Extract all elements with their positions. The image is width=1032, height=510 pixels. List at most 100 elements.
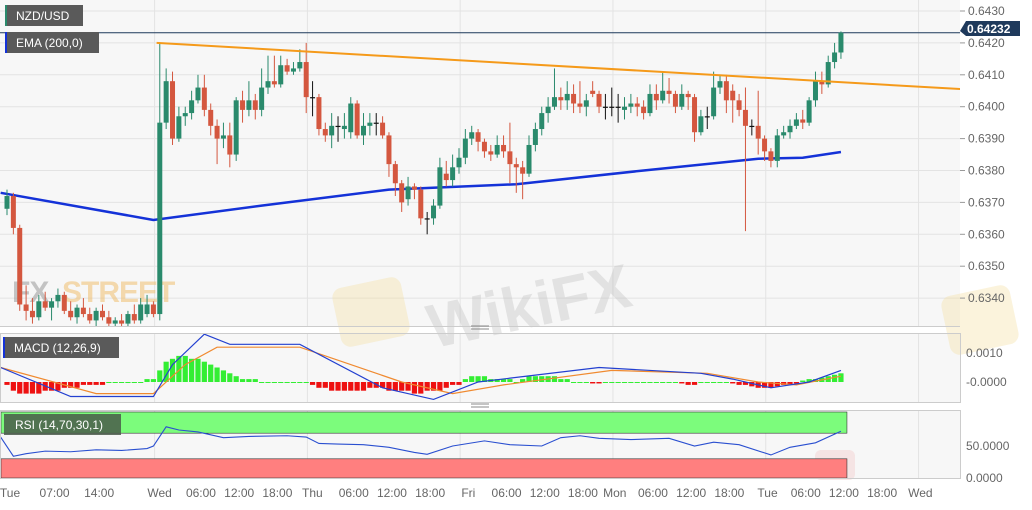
candle-body [310,97,316,99]
candle-body [558,97,564,101]
candle [641,100,647,120]
macd-histogram-bar [685,382,691,385]
x-tick-label: Thu [302,486,323,500]
candle [405,176,411,206]
candle [208,103,214,136]
symbol-label[interactable]: NZD/USD [5,5,83,26]
macd-label-text: MACD (12,26,9) [14,341,101,355]
candle [628,93,634,114]
candle [316,93,322,136]
candle [170,71,176,145]
candle-body [278,65,284,85]
candle [68,301,74,321]
macd-histogram-bar [125,382,131,383]
candle [768,148,774,168]
macd-histogram-bar [271,382,277,383]
macd-histogram-bar [513,382,519,383]
macd-histogram-bar [430,382,437,391]
macd-y-tick-label: -0.0000 [966,375,1007,389]
macd-histogram-bar [609,382,615,383]
candle-body [214,125,220,139]
candle [55,288,61,308]
candle [360,113,366,145]
current-price-text: 0.64232 [967,22,1011,36]
macd-histogram-bar [761,382,768,388]
candle-body [106,317,112,324]
rsi-label-text: RSI (14,70,30,1) [15,418,103,432]
macd-histogram-bar [742,382,749,385]
candle [373,113,379,136]
candle-body [475,132,481,142]
macd-histogram-bar [793,382,799,384]
candle-body [456,157,462,168]
macd-histogram-bar [176,355,182,382]
rsi-panel-border [0,410,961,479]
candle-body [481,141,487,152]
candle-body [596,93,602,107]
rsi-oversold-zone [0,458,848,479]
candle-body [163,81,169,123]
candle-body [227,135,233,155]
candle-body [112,320,118,324]
candle [711,71,717,120]
macd-histogram-bar [87,382,93,385]
macd-histogram-bar [309,382,316,385]
macd-histogram-bar [259,382,265,383]
candle [93,307,99,326]
candle-body [774,135,780,161]
candle [513,157,519,193]
ema-label-text: EMA (200,0) [16,36,83,50]
candle [74,304,80,324]
macd-histogram-bar [736,382,742,385]
x-tick-label: 12:00 [377,486,407,500]
x-tick-label: 06:00 [638,486,668,500]
candle-body [131,314,137,321]
candle-body [93,310,99,321]
candle [672,90,678,114]
candle [201,74,207,117]
candle [278,55,284,88]
candle-body [182,113,188,117]
macd-label[interactable]: MACD (12,26,9) [3,337,119,358]
macd-histogram-bar [558,379,564,382]
ema-label[interactable]: EMA (200,0) [5,32,99,53]
y-tick-label: 0.6350 [968,259,1005,273]
rsi-y-tick-label: 0.0000 [966,471,1003,485]
resize-handle-rsi[interactable] [471,403,489,408]
candle-body [768,151,774,161]
macd-plot-area[interactable] [0,334,960,402]
x-tick-label: 07:00 [40,486,70,500]
candle [259,68,265,117]
candle [793,113,799,130]
macd-histogram-bar [711,382,717,383]
candle-body [583,100,589,107]
candle [456,148,462,174]
candle-body [736,100,742,110]
candle [590,81,596,98]
macd-panel-border [0,333,961,403]
y-tick-label: 0.6370 [968,195,1005,209]
x-tick-label: 12:00 [530,486,560,500]
candle-body [144,304,150,315]
candle [520,160,526,200]
candle-body [666,90,672,94]
macd-histogram-bar [831,374,838,382]
candle-body [10,196,16,228]
resize-handle-macd[interactable] [471,325,489,330]
y-tick-label: 0.6430 [968,4,1005,18]
macd-histogram-bar [615,382,621,383]
candle-body [672,93,678,107]
candle [685,90,691,110]
macd-histogram-bar [437,382,443,391]
candle-body [157,122,163,315]
rsi-label[interactable]: RSI (14,70,30,1) [4,414,121,435]
macd-histogram-bar [812,379,819,382]
x-tick-label: 06:00 [791,486,821,500]
candle-body [793,119,799,126]
x-tick-label: Wed [908,486,932,500]
x-tick-label: 06:00 [339,486,369,500]
candle [704,106,710,130]
x-tick-label: Mon [603,486,626,500]
macd-histogram-bar [316,382,322,388]
